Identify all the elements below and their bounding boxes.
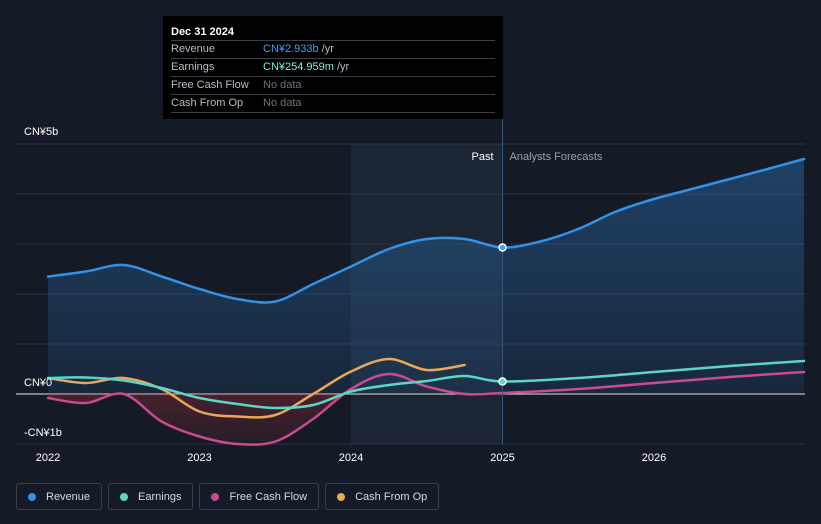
chart-legend: Revenue Earnings Free Cash Flow Cash Fro… <box>16 483 440 510</box>
earnings-marker <box>498 377 507 386</box>
y-tick-label: -CN¥1b <box>24 427 62 439</box>
y-tick-label: CN¥5b <box>24 126 58 138</box>
legend-dot-icon <box>337 492 346 501</box>
tooltip-row-cash-from-op: Cash From Op No data <box>171 94 495 113</box>
x-tick-label: 2024 <box>339 452 363 464</box>
tooltip-value: No data <box>263 79 302 91</box>
revenue-marker <box>498 243 507 252</box>
legend-item-free-cash-flow[interactable]: Free Cash Flow <box>199 483 320 510</box>
y-tick-label: CN¥0 <box>24 377 52 389</box>
earnings-line <box>46 359 806 410</box>
tooltip-row-earnings: Earnings CN¥254.959m /yr <box>171 58 495 76</box>
revenue-line <box>46 157 806 304</box>
past-label: Past <box>471 151 493 163</box>
tooltip-row-free-cash-flow: Free Cash Flow No data <box>171 76 495 94</box>
legend-item-cash-from-op[interactable]: Cash From Op <box>325 483 440 510</box>
forecast-label: Analysts Forecasts <box>510 151 603 163</box>
legend-item-revenue[interactable]: Revenue <box>16 483 103 510</box>
tooltip-row-revenue: Revenue CN¥2.933b /yr <box>171 40 495 58</box>
cash-from-op-line <box>46 357 466 419</box>
tooltip-label: Revenue <box>171 43 216 55</box>
tooltip-value: No data <box>263 97 302 109</box>
x-tick-label: 2025 <box>490 452 514 464</box>
legend-item-earnings[interactable]: Earnings <box>108 483 194 510</box>
legend-dot-icon <box>211 492 220 501</box>
tooltip-date: Dec 31 2024 <box>171 26 234 38</box>
revenue-area <box>48 159 804 394</box>
legend-label: Cash From Op <box>355 490 428 503</box>
legend-label: Revenue <box>46 490 91 503</box>
x-tick-label: 2023 <box>187 452 211 464</box>
x-tick-label: 2022 <box>36 452 60 464</box>
legend-label: Earnings <box>138 490 182 503</box>
tooltip-value: CN¥254.959m <box>263 61 334 73</box>
legend-dot-icon <box>28 492 36 501</box>
legend-label: Free Cash Flow <box>229 490 308 503</box>
tooltip-label: Cash From Op <box>171 97 244 109</box>
data-tooltip: Dec 31 2024 Revenue CN¥2.933b /yr Earnin… <box>163 16 503 119</box>
tooltip-unit: /yr <box>321 43 334 55</box>
tooltip-value: CN¥2.933b <box>263 43 319 55</box>
tooltip-label: Earnings <box>171 61 215 73</box>
free-cash-flow-line <box>46 370 806 446</box>
legend-dot-icon <box>120 492 129 501</box>
tooltip-unit: /yr <box>336 61 350 73</box>
x-tick-label: 2026 <box>642 452 666 464</box>
negative-cashflow-area <box>48 389 351 445</box>
tooltip-label: Free Cash Flow <box>171 79 249 91</box>
